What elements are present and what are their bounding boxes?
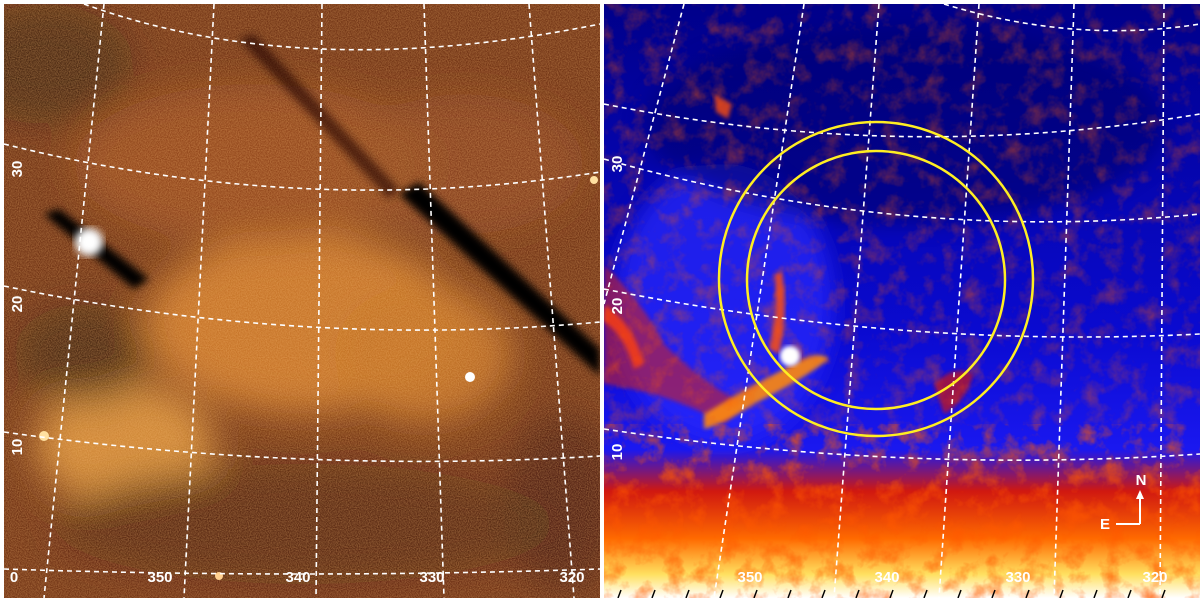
lon-label-340: 340 [285,569,310,586]
lat-label-30: 30 [9,161,26,178]
dark-stripe [399,182,600,376]
faint-stripe [239,34,399,199]
lon-label-350: 350 [737,569,762,586]
lat-label-20: 20 [609,298,626,315]
left-map-svg: 30 20 10 0 350 340 330 320 [4,4,600,598]
bright-source [75,228,103,256]
right-map-svg: 30 20 10 350 340 330 320 N E [604,4,1200,598]
lon-label-340: 340 [874,569,899,586]
coordinate-grid [4,4,600,598]
compass-north-label: N [1136,472,1147,489]
compass: N E [1100,472,1146,533]
right-sky-map: 30 20 10 350 340 330 320 N E [604,4,1200,598]
lon-label-320: 320 [1142,569,1167,586]
point-source [590,176,598,184]
bright-knot [780,346,800,366]
lat-label-20: 20 [9,296,26,313]
lat-label-30: 30 [609,156,626,173]
left-sky-map: 30 20 10 0 350 340 330 320 [4,4,600,598]
lon-label-330: 330 [1005,569,1030,586]
coordinate-grid [604,4,1200,598]
lon-label-350: 350 [147,569,172,586]
plane-noise [604,424,1200,598]
point-source [465,372,475,382]
inner-ring [745,149,1007,411]
compass-east-label: E [1100,516,1110,533]
point-source [39,431,49,441]
lon-label-330: 330 [419,569,444,586]
lat-label-10: 10 [609,444,626,461]
outer-ring [717,120,1035,438]
lat-label-10: 10 [9,439,26,456]
bottom-ticks [617,589,1166,598]
lon-label-320: 320 [559,569,584,586]
lon-label-0: 0 [10,569,18,586]
